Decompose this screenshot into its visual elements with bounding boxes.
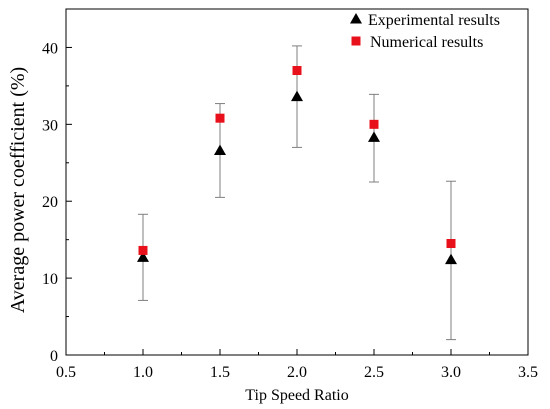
legend-label-experimental: Experimental results (368, 12, 500, 29)
error-bars (138, 45, 456, 341)
numerical-point (215, 113, 225, 123)
legend-marker-experimental (350, 13, 362, 24)
y-axis: 0 10 20 30 40 (42, 40, 72, 365)
legend-label-numerical: Numerical results (370, 34, 483, 51)
y-tick-label: 0 (50, 348, 58, 365)
experimental-point (137, 251, 149, 262)
y-tick-label: 40 (42, 40, 58, 57)
legend-marker-numerical (351, 36, 361, 46)
experimental-point (214, 144, 226, 155)
x-axis: 0.5 1.0 1.5 2.0 2.5 3.0 3.5 (56, 349, 538, 381)
y-axis-title: Average power coefficient (%) (7, 67, 29, 313)
experimental-point (368, 131, 380, 142)
data-markers (137, 66, 457, 265)
x-axis-title: Tip Speed Ratio (245, 387, 348, 404)
experimental-point (445, 253, 457, 265)
y-tick-label: 30 (42, 117, 58, 134)
x-tick-label: 2.5 (364, 364, 384, 381)
numerical-point (369, 119, 379, 129)
experimental-point (291, 90, 303, 102)
numerical-point (446, 239, 456, 249)
numerical-point (292, 66, 302, 76)
x-tick-label: 3.5 (518, 364, 538, 381)
y-tick-label: 10 (42, 271, 58, 288)
x-tick-label: 1.5 (210, 364, 230, 381)
y-tick-label: 20 (42, 194, 58, 211)
x-tick-label: 3.0 (441, 364, 461, 381)
x-tick-label: 0.5 (56, 364, 76, 381)
numerical-point (138, 245, 148, 255)
legend: Experimental results Numerical results (350, 12, 500, 51)
x-tick-label: 2.0 (287, 364, 307, 381)
x-tick-label: 1.0 (133, 364, 153, 381)
